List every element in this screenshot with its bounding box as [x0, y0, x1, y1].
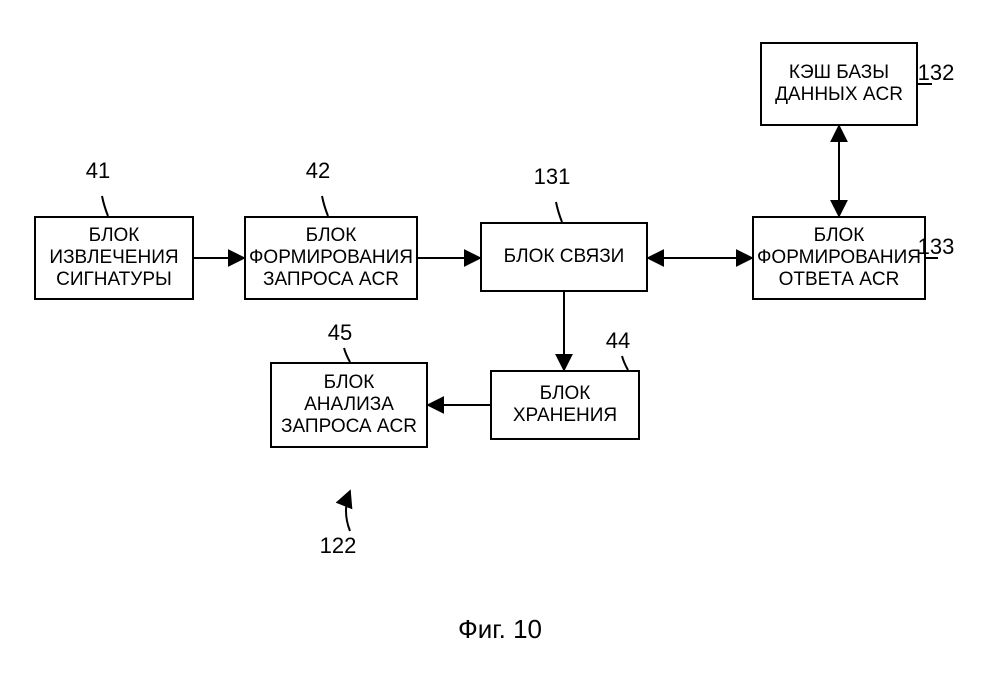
- box-acr-request-analysis: БЛОКАНАЛИЗАЗАПРОСА ACR: [270, 362, 428, 448]
- ref-text: 122: [320, 533, 357, 558]
- ref-text: 132: [918, 60, 955, 85]
- box-label: БЛОК СВЯЗИ: [504, 246, 625, 268]
- figure-caption-text: Фиг. 10: [458, 614, 542, 644]
- ref-text: 42: [306, 158, 330, 183]
- figure-caption: Фиг. 10: [0, 614, 1000, 645]
- ref-label-133: 133: [906, 234, 966, 260]
- box-label: БЛОКФОРМИРОВАНИЯЗАПРОСА ACR: [249, 225, 413, 291]
- box-label: БЛОКХРАНЕНИЯ: [513, 383, 617, 427]
- box-acr-response-formation: БЛОКФОРМИРОВАНИЯОТВЕТА ACR: [752, 216, 926, 300]
- ref-label-44: 44: [588, 328, 648, 354]
- box-label: КЭШ БАЗЫДАННЫХ ACR: [775, 62, 903, 106]
- ref-label-132: 132: [906, 60, 966, 86]
- ref-label-41: 41: [68, 158, 128, 184]
- ref-text: 41: [86, 158, 110, 183]
- box-acr-db-cache: КЭШ БАЗЫДАННЫХ ACR: [760, 42, 918, 126]
- ref-label-131: 131: [522, 164, 582, 190]
- ref-label-45: 45: [310, 320, 370, 346]
- box-acr-request-formation: БЛОКФОРМИРОВАНИЯЗАПРОСА ACR: [244, 216, 418, 300]
- ref-text: 44: [606, 328, 630, 353]
- ref-text: 45: [328, 320, 352, 345]
- box-communication: БЛОК СВЯЗИ: [480, 222, 648, 292]
- ref-label-42: 42: [288, 158, 348, 184]
- box-label: БЛОКФОРМИРОВАНИЯОТВЕТА ACR: [757, 225, 921, 291]
- ref-text: 131: [534, 164, 571, 189]
- box-storage: БЛОКХРАНЕНИЯ: [490, 370, 640, 440]
- ref-label-122: 122: [308, 533, 368, 559]
- box-signature-extraction: БЛОКИЗВЛЕЧЕНИЯСИГНАТУРЫ: [34, 216, 194, 300]
- box-label: БЛОКАНАЛИЗАЗАПРОСА ACR: [281, 372, 417, 438]
- box-label: БЛОКИЗВЛЕЧЕНИЯСИГНАТУРЫ: [49, 225, 178, 291]
- ref-text: 133: [918, 234, 955, 259]
